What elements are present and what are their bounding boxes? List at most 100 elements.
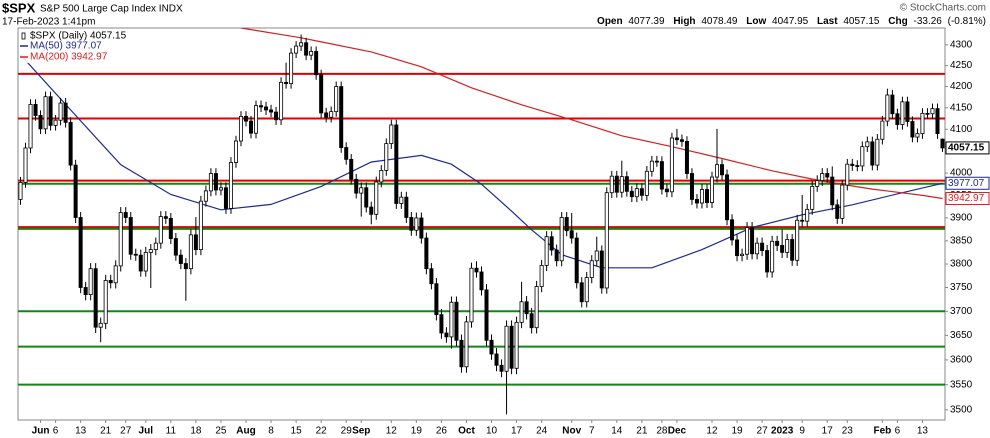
candle-body bbox=[755, 242, 760, 255]
candle-body bbox=[479, 271, 484, 291]
candle-body bbox=[464, 321, 469, 368]
candle-body bbox=[359, 187, 364, 194]
candle-body bbox=[163, 216, 168, 219]
candle-body bbox=[78, 217, 83, 288]
ma-line bbox=[20, 54, 943, 269]
candle-body bbox=[43, 96, 48, 130]
candle-body bbox=[780, 245, 785, 253]
y-tick-label: 3550 bbox=[950, 379, 973, 390]
candle-body bbox=[128, 217, 133, 255]
candle-body bbox=[830, 176, 835, 206]
overlay: 3500355036003650370037503800385039003950… bbox=[19, 30, 990, 437]
candle-body bbox=[669, 137, 674, 193]
candle-body bbox=[905, 101, 910, 122]
candle-body bbox=[299, 42, 304, 47]
legend-label: MA(50) 3977.07 bbox=[30, 41, 102, 52]
candle-body bbox=[319, 74, 324, 114]
candle-body bbox=[264, 106, 269, 111]
x-tick-label: 12 bbox=[386, 426, 398, 437]
candle-body bbox=[88, 268, 93, 296]
candle-body bbox=[629, 190, 634, 198]
candle-body bbox=[740, 253, 745, 257]
candle-body bbox=[68, 121, 73, 166]
candle-body bbox=[18, 181, 23, 200]
candle-body bbox=[770, 240, 775, 273]
y-tick-label: 4250 bbox=[950, 60, 973, 71]
plot bbox=[18, 28, 945, 415]
candle-body bbox=[93, 268, 98, 328]
candle-body bbox=[704, 189, 709, 203]
value-box bbox=[945, 141, 990, 155]
candle-body bbox=[419, 217, 424, 239]
candle-body bbox=[940, 138, 945, 149]
candle-body bbox=[309, 51, 314, 56]
candle-body bbox=[594, 250, 599, 262]
candle-body bbox=[604, 192, 609, 289]
candle-body bbox=[83, 287, 88, 296]
candle-body bbox=[444, 332, 449, 338]
candle-body bbox=[404, 196, 409, 218]
value-box-label: 4057.15 bbox=[948, 143, 985, 154]
candle-body bbox=[745, 227, 750, 255]
candle-body bbox=[218, 187, 223, 191]
candle-body bbox=[469, 267, 474, 323]
candle-body bbox=[534, 286, 539, 329]
quote-label: Chg bbox=[888, 16, 907, 27]
chart-subtitle: S&P 500 Large Cap Index INDX bbox=[40, 4, 183, 15]
quote-label: Last bbox=[817, 16, 838, 27]
candle-body bbox=[880, 120, 885, 140]
candle-body bbox=[750, 227, 755, 255]
candle-body bbox=[599, 250, 604, 289]
candle-body bbox=[374, 181, 379, 215]
candle-body bbox=[113, 265, 118, 284]
candle-body bbox=[143, 251, 148, 272]
candle-body bbox=[118, 212, 123, 267]
candle-body bbox=[349, 158, 354, 180]
quote: Open 4077.39 High 4078.49 Low 4047.95 La… bbox=[597, 16, 986, 27]
candle-body bbox=[820, 173, 825, 182]
candle-body bbox=[439, 314, 444, 334]
candle-body bbox=[564, 217, 569, 232]
candle-body bbox=[108, 280, 113, 284]
candle-body bbox=[935, 108, 940, 135]
candle-body bbox=[238, 115, 243, 142]
y-tick-label: 3650 bbox=[950, 330, 973, 341]
candle-body bbox=[364, 187, 369, 208]
x-tick-label: 17 bbox=[511, 426, 523, 437]
candle-body bbox=[183, 263, 188, 270]
candle-body bbox=[559, 217, 564, 262]
quote-value: 4077.39 bbox=[628, 16, 665, 27]
candle-body bbox=[274, 111, 279, 121]
candle-body bbox=[639, 188, 644, 196]
candle-body bbox=[900, 101, 905, 125]
candle-body bbox=[58, 102, 63, 121]
x-tick-label: Aug bbox=[236, 426, 255, 437]
chart-date: 17-Feb-2023 1:41pm bbox=[2, 17, 95, 28]
candle-body bbox=[765, 250, 770, 273]
candle-body bbox=[915, 133, 920, 138]
candle-body bbox=[33, 103, 38, 116]
candle-body bbox=[208, 173, 213, 192]
candle-body bbox=[424, 237, 429, 270]
candle-body bbox=[168, 218, 173, 239]
x-tick-label: 17 bbox=[822, 426, 834, 437]
x-tick-label: 19 bbox=[731, 426, 743, 437]
candle-body bbox=[689, 173, 694, 200]
x-tick-label: 26 bbox=[436, 426, 448, 437]
x-tick-label: 25 bbox=[215, 426, 227, 437]
x-tick-label: 23 bbox=[842, 426, 854, 437]
candle-body bbox=[233, 140, 238, 163]
quote-change-pct: (-0.81%) bbox=[948, 16, 986, 27]
candle-body bbox=[489, 339, 494, 355]
legend-label: $SPX (Daily) 4057.15 bbox=[30, 31, 127, 42]
candle-body bbox=[509, 325, 514, 369]
candle-body bbox=[48, 96, 53, 126]
candle-body bbox=[389, 124, 394, 145]
candle-body bbox=[855, 165, 860, 167]
x-tick-label: 29 bbox=[341, 426, 353, 437]
candle-body bbox=[875, 138, 880, 166]
candle-body bbox=[243, 115, 248, 122]
candle-body bbox=[399, 196, 404, 204]
y-tick-label: 3750 bbox=[950, 282, 973, 293]
candle-body bbox=[539, 265, 544, 287]
